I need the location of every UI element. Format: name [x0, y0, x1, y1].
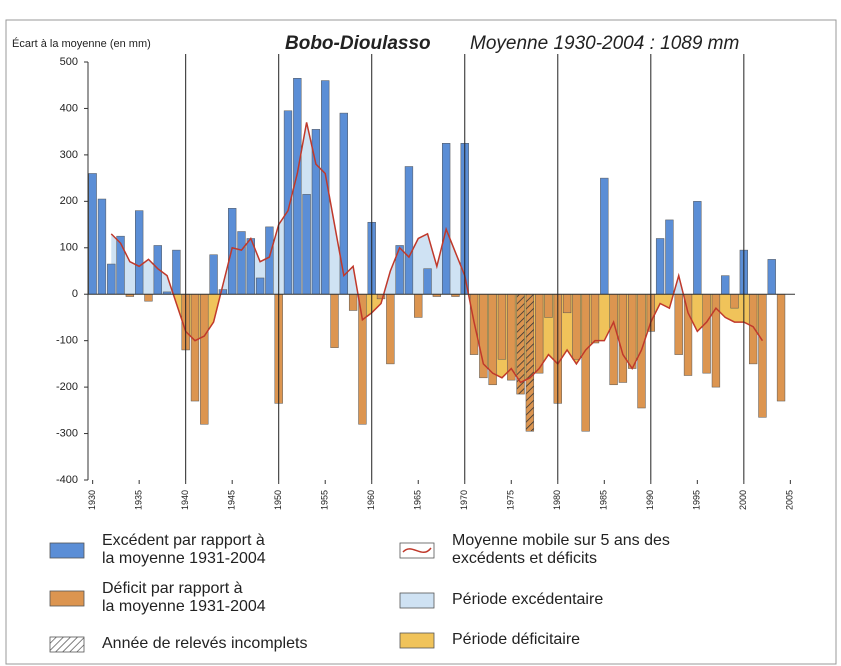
y-tick-label: -200 [56, 381, 78, 393]
y-tick-label: -400 [56, 474, 78, 486]
bar [144, 293, 153, 302]
bar [479, 293, 488, 379]
legend-label: la moyenne 1931-2004 [102, 598, 266, 615]
bar [758, 293, 767, 418]
bar [767, 259, 776, 295]
legend-label: Année de relevés incomplets [102, 635, 307, 652]
bar [330, 293, 339, 348]
legend-label: la moyenne 1931-2004 [102, 550, 266, 567]
legend-label: Période excédentaire [452, 591, 603, 608]
bar [116, 235, 125, 295]
bar [265, 226, 274, 295]
x-tick-label: 1980 [552, 490, 562, 510]
bar [107, 263, 116, 295]
y-tick-label: 300 [60, 149, 78, 161]
y-tick-label: 400 [60, 102, 78, 114]
bar [358, 293, 367, 425]
bar [423, 268, 432, 295]
y-axis-label: Écart à la moyenne (en mm) [12, 37, 151, 50]
bar [600, 177, 609, 295]
x-tick-label: 1945 [227, 490, 237, 510]
bar [88, 173, 97, 295]
bar [683, 293, 693, 376]
y-tick-label: -100 [56, 335, 78, 347]
bar [302, 194, 311, 295]
bar [628, 293, 637, 369]
legend-swatch [399, 632, 435, 649]
legend-label: Période déficitaire [452, 631, 580, 648]
bar [665, 219, 674, 295]
bar [414, 293, 423, 318]
bar [655, 238, 665, 295]
x-tick-label: 1990 [645, 490, 655, 510]
bar [721, 275, 730, 295]
frame [5, 19, 837, 665]
moving-average-line [110, 122, 764, 384]
bar [544, 293, 553, 318]
bar [386, 293, 395, 365]
x-tick-label: 2000 [738, 490, 748, 510]
bar [525, 293, 535, 432]
x-tick-label: 1975 [506, 490, 516, 510]
bar [255, 277, 265, 295]
x-tick-label: 1955 [320, 490, 330, 510]
y-tick-label: 0 [72, 288, 78, 300]
x-tick-label: 1940 [180, 490, 190, 510]
deficit-period [173, 294, 763, 383]
y-tick-label: 100 [60, 242, 78, 254]
bar [535, 293, 544, 374]
x-tick-label: 1965 [413, 490, 423, 510]
legend-swatch [49, 590, 85, 607]
x-tick-label: 1995 [692, 490, 702, 510]
bar [562, 293, 572, 314]
x-tick-label: 1960 [366, 490, 376, 510]
y-tick-label: 200 [60, 195, 78, 207]
bar [581, 293, 590, 432]
bar [497, 293, 507, 360]
legend-line [402, 547, 432, 554]
bar [693, 201, 702, 295]
bar [190, 293, 200, 402]
bar [748, 293, 758, 365]
bar [590, 293, 600, 344]
bar [618, 293, 628, 383]
bar [339, 112, 348, 295]
bar [237, 231, 246, 295]
bar [702, 293, 711, 374]
chart-title: Bobo-Dioulasso [285, 33, 431, 54]
bar [135, 210, 144, 295]
y-tick-label: 500 [60, 56, 78, 68]
bar [172, 249, 181, 295]
legend-label: Moyenne mobile sur 5 ans des [452, 532, 670, 549]
bar [441, 143, 451, 295]
legend-label: Excédent par rapport à [102, 532, 265, 549]
x-tick-label: 1985 [599, 490, 609, 510]
y-tick-label: -300 [56, 427, 78, 439]
legend-label: excédents et déficits [452, 550, 597, 567]
bar [730, 293, 739, 309]
legend-swatch [49, 542, 85, 559]
excess-period [111, 122, 763, 295]
chart-subtitle: Moyenne 1930-2004 : 1089 mm [470, 33, 739, 54]
bar [200, 293, 209, 425]
bar [507, 293, 516, 381]
bar [572, 293, 581, 360]
x-tick-label: 1935 [134, 490, 144, 510]
bar [209, 254, 218, 295]
bar [348, 293, 358, 311]
bar [228, 208, 237, 295]
x-tick-label: 2005 [785, 490, 795, 510]
x-tick-label: 1950 [273, 490, 283, 510]
bar [674, 293, 683, 355]
bar [404, 166, 414, 295]
bar [609, 293, 618, 386]
legend-label: Déficit par rapport à [102, 580, 243, 597]
legend-swatch [399, 592, 435, 609]
x-tick-label: 1970 [459, 490, 469, 510]
bar [97, 198, 107, 295]
legend-swatch [49, 636, 85, 653]
x-tick-label: 1930 [87, 490, 97, 510]
bar [776, 293, 786, 402]
